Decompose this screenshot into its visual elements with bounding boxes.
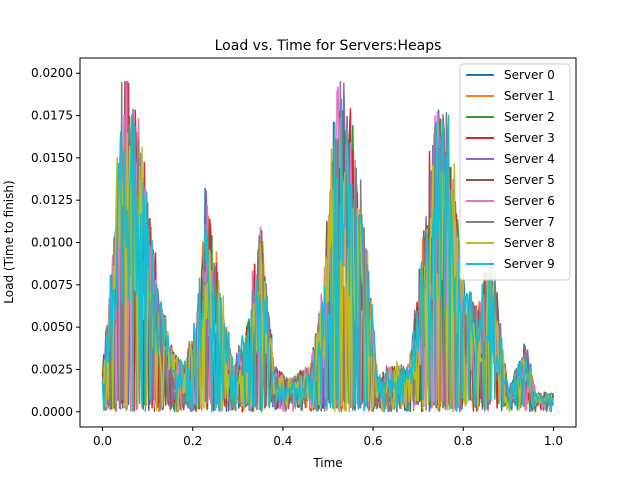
x-tick-label: 0.0 [93,434,112,448]
legend-label: Server 1 [504,89,555,103]
y-axis-label: Load (Time to finish) [2,180,16,303]
x-tick-label: 0.8 [454,434,473,448]
y-tick-label: 0.0200 [31,66,73,80]
legend-label: Server 0 [504,68,555,82]
y-tick-label: 0.0050 [31,320,73,334]
legend-label: Server 5 [504,173,555,187]
y-tick-label: 0.0100 [31,236,73,250]
legend-label: Server 7 [504,215,555,229]
y-tick-label: 0.0075 [31,278,73,292]
legend-label: Server 6 [504,194,555,208]
chart-title: Load vs. Time for Servers:Heaps [215,38,442,54]
legend-label: Server 3 [504,131,555,145]
legend-label: Server 8 [504,236,555,250]
x-tick-label: 0.6 [364,434,383,448]
x-tick-label: 0.4 [273,434,292,448]
y-tick-label: 0.0025 [31,362,73,376]
x-axis: 0.0 0.2 0.4 0.6 0.8 1.0 [93,427,563,448]
legend-label: Server 9 [504,257,555,271]
legend: Server 0 Server 1 Server 2 Server 3 Server 4… [459,63,571,281]
x-tick-label: 0.2 [183,434,202,448]
y-axis: 0.0000 0.0025 0.0050 0.0075 0.0100 0.0125 0.01… [31,66,80,419]
y-tick-label: 0.0000 [31,405,73,419]
y-tick-label: 0.0175 [31,109,73,123]
plot-lines [101,80,555,413]
legend-label: Server 4 [504,152,555,166]
y-tick-label: 0.0150 [31,151,73,165]
series-line [101,98,554,413]
y-tick-label: 0.0125 [31,193,73,207]
x-axis-label: Time [312,456,342,470]
legend-label: Server 2 [504,110,555,124]
x-tick-label: 1.0 [544,434,563,448]
